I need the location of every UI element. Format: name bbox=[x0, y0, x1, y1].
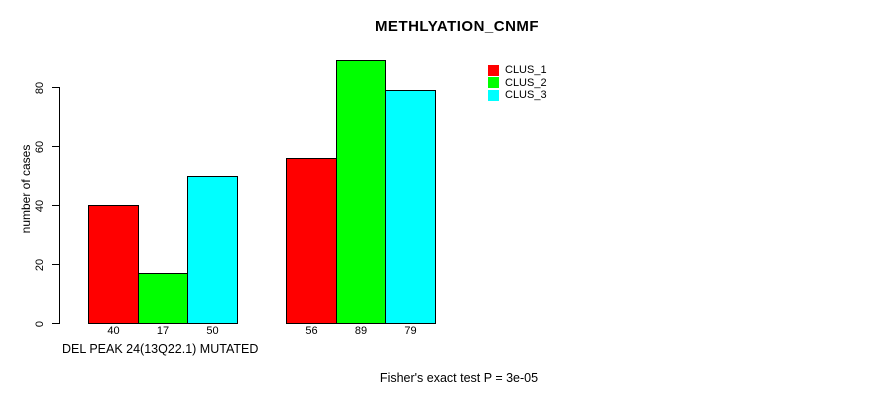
bar-value-label: 40 bbox=[107, 325, 120, 337]
y-axis-tick-label: 80 bbox=[34, 81, 46, 94]
bar-value-label: 89 bbox=[354, 325, 368, 337]
bar-clus_1-group-1 bbox=[88, 205, 139, 324]
y-axis-tick bbox=[52, 146, 59, 147]
y-axis-tick-label: 60 bbox=[34, 140, 46, 153]
y-axis-tick bbox=[52, 264, 59, 265]
y-axis-label: number of cases bbox=[19, 144, 33, 234]
bar-value-label: 79 bbox=[404, 325, 417, 337]
legend-label: CLUS_3 bbox=[505, 89, 547, 101]
legend-swatch-icon bbox=[488, 89, 499, 101]
y-axis-tick bbox=[52, 323, 59, 324]
legend-item-clus_1: CLUS_1 bbox=[488, 64, 547, 77]
y-axis-tick-label: 0 bbox=[34, 320, 46, 327]
y-axis-tick bbox=[52, 87, 59, 88]
chart-title: METHLYATION_CNMF bbox=[374, 18, 540, 35]
fisher-test-annotation: Fisher's exact test P = 3e-05 bbox=[379, 371, 539, 385]
legend-label: CLUS_1 bbox=[505, 64, 547, 76]
legend-swatch-icon bbox=[488, 77, 499, 89]
bar-value-label: 56 bbox=[305, 325, 318, 337]
y-axis-line bbox=[59, 87, 60, 324]
legend: CLUS_1 CLUS_2 CLUS_3 bbox=[488, 64, 547, 102]
y-axis-tick-label: 40 bbox=[34, 199, 46, 212]
x-axis-label: DEL PEAK 24(13Q22.1) MUTATED bbox=[62, 342, 259, 356]
bar-value-label: 50 bbox=[206, 325, 219, 337]
legend-item-clus_2: CLUS_2 bbox=[488, 77, 547, 90]
legend-item-clus_3: CLUS_3 bbox=[488, 89, 547, 102]
bar-clus_3-group-2 bbox=[385, 90, 436, 324]
bar-clus_2-group-2 bbox=[336, 60, 386, 324]
bar-value-label: 17 bbox=[156, 325, 170, 337]
y-axis-tick-label: 20 bbox=[34, 258, 46, 271]
legend-label: CLUS_2 bbox=[505, 76, 547, 89]
legend-swatch-icon bbox=[488, 64, 499, 76]
bar-clus_2-group-1 bbox=[138, 273, 188, 324]
y-axis-tick bbox=[52, 205, 59, 206]
bar-clus_3-group-1 bbox=[187, 176, 238, 324]
bar-clus_1-group-2 bbox=[286, 158, 337, 324]
